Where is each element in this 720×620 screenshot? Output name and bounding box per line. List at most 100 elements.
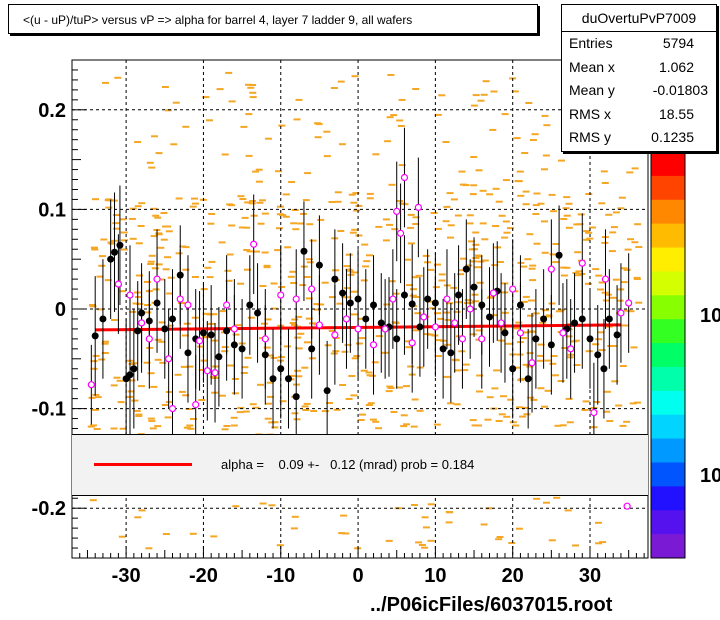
histogram-cell [259,285,267,287]
histogram-cell [201,335,209,338]
histogram-cell [149,427,157,430]
axis-ticks: -30 -20 -10 0 10 20 30 -0.2 -0.1 0 0.1 0.2 [32,59,645,587]
histogram-cell [550,355,558,357]
histogram-cell [314,122,322,125]
histogram-cell [89,305,97,308]
histogram-cell [627,238,634,241]
histogram-cell [545,314,553,317]
histogram-cell [633,278,641,280]
histogram-cell [541,220,548,223]
histogram-cell [597,288,604,291]
histogram-cell [204,266,212,269]
histogram-cell [369,418,377,421]
histogram-cell [165,401,173,404]
histogram-cell [185,408,193,410]
stats-key: Entries [569,35,613,51]
histogram-cell [472,243,480,246]
data-point-magenta [168,405,177,413]
histogram-cell [365,371,373,374]
histogram-cell [604,293,612,296]
histogram-cell [350,313,358,316]
data-point-magenta [623,502,631,510]
histogram-cell [270,307,278,310]
histogram-cell [330,352,338,355]
histogram-cell [593,401,601,403]
data-point-black [199,329,207,337]
histogram-cell [260,322,268,325]
histogram-cell [384,140,392,143]
histogram-cell [426,333,434,336]
histogram-cell [148,166,156,169]
histogram-cell [306,261,314,264]
histogram-cell [382,239,390,242]
data-point-magenta [431,323,439,331]
histogram-cell [119,290,127,293]
histogram-cell [603,410,611,413]
palette-swatch [651,462,685,487]
histogram-cell [245,113,253,116]
histogram-cell [145,547,153,550]
histogram-cell [263,264,271,267]
histogram-cell [295,347,303,350]
histogram-cell [476,374,484,377]
histogram-cell [340,514,348,517]
histogram-cell [517,194,525,197]
histogram-cell [87,425,95,428]
histogram-cell [562,207,570,210]
histogram-cell [458,170,466,173]
histogram-cell [390,114,398,117]
histogram-cell [442,141,450,143]
histogram-cell [344,296,352,299]
histogram-cell [304,172,312,175]
histogram-cell [360,279,368,282]
histogram-cell [549,362,557,365]
palette-swatch [651,199,685,225]
histogram-cell [266,395,274,398]
histogram-cell [264,417,272,420]
plot-title-text: <(u - uP)/tuP> versus vP => alpha for ba… [23,13,413,27]
histogram-cell [158,340,166,343]
histogram-cell [495,538,503,541]
histogram-cell [137,225,145,227]
histogram-cell [242,410,250,413]
histogram-cell [496,536,504,538]
histogram-cell [458,269,466,272]
histogram-cell [415,541,423,544]
stats-histogram-name: duOvertuPvP7009 [562,5,716,32]
histogram-cell [178,390,186,393]
histogram-cell [512,424,520,427]
data-point-black [331,275,339,283]
histogram-cell [537,359,544,362]
histogram-cell [120,248,128,251]
histogram-cell [479,222,487,225]
histogram-cell [230,424,238,427]
histogram-cell [92,354,100,357]
histogram-cell [259,199,266,202]
data-point-magenta [277,291,285,299]
histogram-cell [498,413,506,416]
histogram-cell [457,273,464,276]
histogram-cell [237,282,245,285]
histogram-cell [484,418,492,421]
histogram-cell [552,243,560,245]
histogram-cell [358,317,366,320]
histogram-cell [350,271,358,274]
histogram-cell [405,346,413,349]
data-point-black [184,349,192,357]
histogram-cell [558,159,565,162]
histogram-cell [162,533,170,535]
histogram-cell [218,394,226,397]
source-file-label: ../P06icFiles/6037015.root [370,594,613,616]
histogram-cell [334,200,342,203]
data-point-black [408,300,416,308]
histogram-cell [515,321,523,324]
data-point-black [230,341,238,349]
histogram-cell [371,361,379,364]
histogram-cell [434,312,441,315]
histogram-cell [91,248,99,251]
data-point-black [111,248,119,256]
histogram-cell [387,387,395,389]
histogram-cell [431,334,439,337]
histogram-cell [570,340,578,343]
histogram-cell [520,265,528,268]
